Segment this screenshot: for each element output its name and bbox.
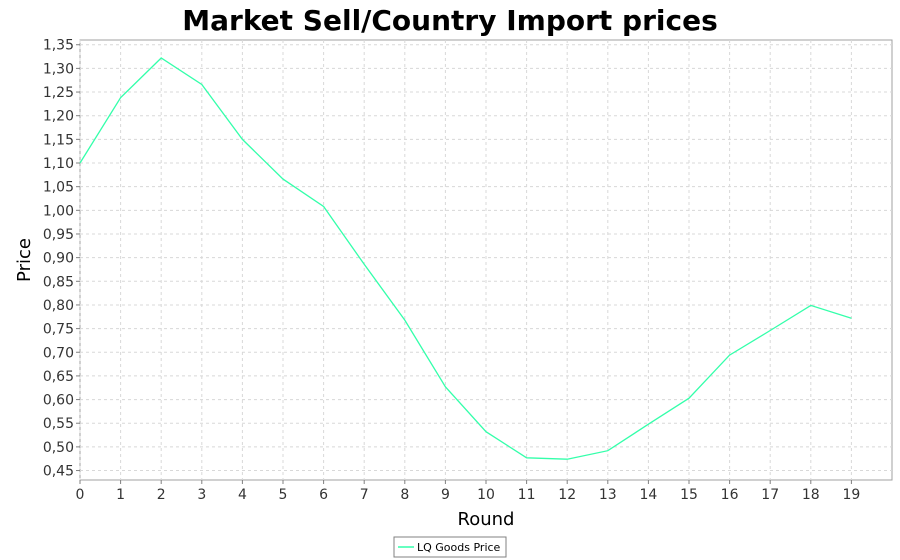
legend-label: LQ Goods Price (417, 541, 501, 554)
data-point (281, 177, 284, 180)
y-tick-label: 1,20 (43, 109, 74, 125)
x-tick-label: 16 (721, 487, 739, 503)
y-tick-label: 0,70 (43, 345, 74, 361)
y-tick-label: 1,00 (43, 203, 74, 219)
y-tick-label: 1,35 (43, 38, 74, 54)
data-point (322, 205, 325, 208)
data-point (566, 458, 569, 461)
data-point (647, 423, 650, 426)
y-tick-label: 0,45 (43, 464, 74, 480)
grid (79, 40, 892, 480)
data-point (809, 304, 812, 307)
data-point (850, 317, 853, 320)
x-tick-label: 9 (441, 487, 450, 503)
chart-title: Market Sell/Country Import prices (182, 4, 718, 37)
data-point (160, 56, 163, 59)
y-tick-label: 0,95 (43, 227, 74, 243)
x-tick-label: 2 (157, 487, 166, 503)
data-point (444, 385, 447, 388)
data-point (241, 138, 244, 141)
x-tick-label: 15 (680, 487, 698, 503)
x-axis-label: Round (458, 509, 515, 530)
x-tick-label: 19 (842, 487, 860, 503)
x-tick-label: 10 (477, 487, 495, 503)
data-point (363, 263, 366, 266)
y-tick-label: 0,50 (43, 440, 74, 456)
x-tick-label: 0 (76, 487, 85, 503)
data-point (403, 318, 406, 321)
x-tick-label: 6 (319, 487, 328, 503)
x-tick-label: 5 (279, 487, 288, 503)
y-tick-label: 0,85 (43, 274, 74, 290)
data-point (78, 161, 81, 164)
data-point (687, 397, 690, 400)
data-point (484, 430, 487, 433)
y-tick-label: 0,65 (43, 369, 74, 385)
data-point (200, 83, 203, 86)
x-tick-label: 14 (639, 487, 657, 503)
x-tick-label: 17 (761, 487, 779, 503)
y-tick-label: 0,75 (43, 322, 74, 338)
y-tick-label: 1,15 (43, 132, 74, 148)
x-tick-label: 3 (197, 487, 206, 503)
y-tick-label: 0,80 (43, 298, 74, 314)
y-axis-label: Price (14, 238, 35, 282)
data-point (119, 96, 122, 99)
y-tick-label: 1,25 (43, 85, 74, 101)
x-tick-label: 1 (116, 487, 125, 503)
y-axis: 0,45 0,50 0,55 0,60 0,65 0,70 0,75 0,80 0,85 0,90… (43, 38, 80, 480)
legend-box (393, 536, 507, 558)
series-line-0 (79, 57, 852, 460)
x-tick-label: 18 (802, 487, 820, 503)
x-tick-label: 11 (518, 487, 536, 503)
data-point (769, 329, 772, 332)
y-tick-label: 1,30 (43, 61, 74, 77)
x-tick-label: 7 (360, 487, 369, 503)
data-point (525, 456, 528, 459)
series-layer (78, 56, 853, 461)
x-axis: 0 1 2 3 4 5 6 7 8 9 10 11 12 13 14 15 16 17 18 19 (76, 480, 860, 503)
legend: LQ Goods Price (393, 536, 507, 558)
data-point (606, 449, 609, 452)
y-tick-label: 0,60 (43, 393, 74, 409)
x-tick-label: 13 (599, 487, 617, 503)
y-tick-label: 0,55 (43, 416, 74, 432)
y-tick-label: 1,10 (43, 156, 74, 172)
x-tick-label: 12 (558, 487, 576, 503)
y-tick-label: 1,05 (43, 180, 74, 196)
data-point (728, 353, 731, 356)
x-tick-label: 8 (400, 487, 409, 503)
x-tick-label: 4 (238, 487, 247, 503)
y-tick-label: 0,90 (43, 251, 74, 267)
